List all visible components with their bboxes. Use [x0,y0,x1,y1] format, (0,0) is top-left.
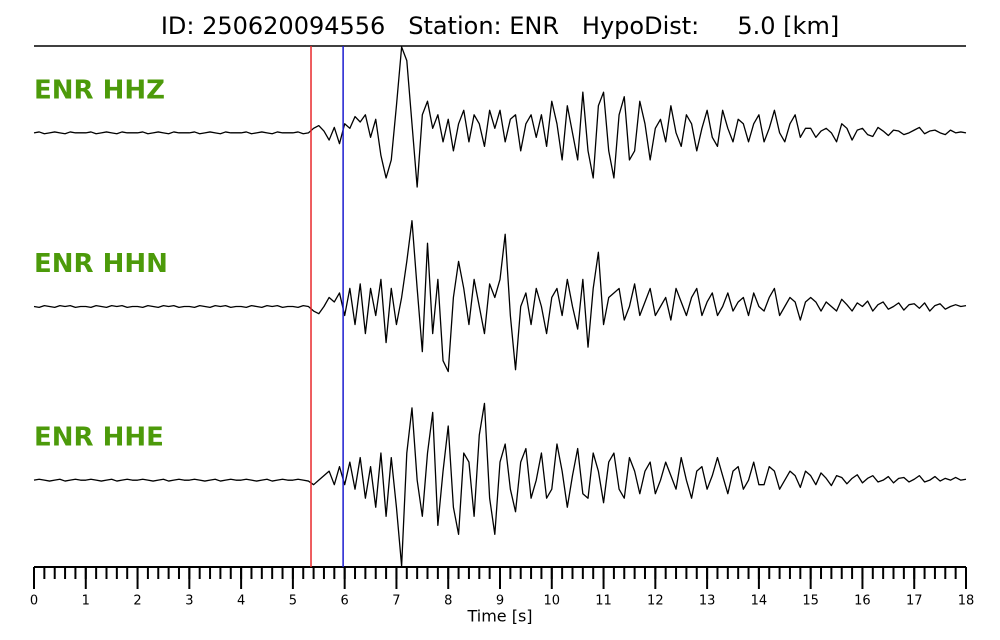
x-tick-label: 0 [30,594,38,609]
x-tick-label: 8 [444,594,452,609]
chart-title: ID: 250620094556 Station: ENR HypoDist: … [161,12,839,40]
x-tick-label: 12 [647,594,664,609]
x-tick-label: 14 [751,594,768,609]
x-tick-label: 18 [958,594,975,609]
trace-label: ENR HHZ [34,75,165,105]
trace-label: ENR HHE [34,423,164,453]
x-tick-label: 11 [595,594,612,609]
x-tick-label: 13 [699,594,716,609]
x-tick-label: 4 [237,594,245,609]
x-tick-label: 2 [133,594,141,609]
x-tick-label: 9 [496,594,504,609]
x-tick-label: 1 [82,594,90,609]
waveform [33,220,967,373]
x-tick-label: 16 [854,594,871,609]
x-tick-label: 5 [289,594,297,609]
x-axis-label: Time [s] [466,607,532,626]
x-tick-label: 15 [802,594,819,609]
x-tick-label: 7 [392,594,400,609]
x-tick-label: 6 [341,594,349,609]
x-tick-label: 3 [185,594,193,609]
waveform [33,402,967,567]
x-tick-label: 17 [906,594,923,609]
waveform [33,46,967,188]
x-tick-label: 10 [544,594,561,609]
trace-label: ENR HHN [34,249,168,279]
